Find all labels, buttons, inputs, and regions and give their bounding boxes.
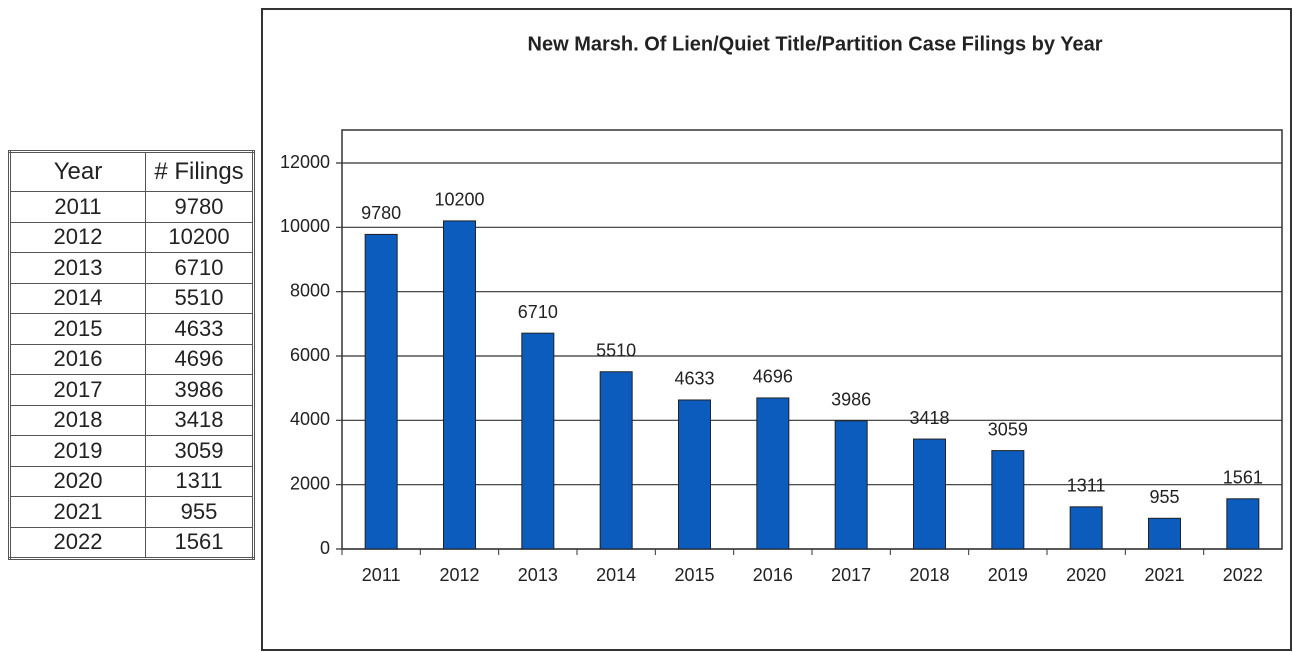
table-cell: 2021 — [9, 496, 146, 528]
data-label: 1311 — [1067, 476, 1106, 496]
x-tick-label: 2017 — [831, 565, 871, 585]
table-cell: 2014 — [9, 282, 146, 314]
table-row: 2015 4633 — [9, 313, 254, 345]
table-cell: 2017 — [9, 374, 146, 406]
bar — [599, 371, 633, 550]
x-tick-label: 2014 — [596, 565, 636, 585]
table-row: 2011 9780 — [9, 191, 254, 223]
data-label: 10200 — [434, 190, 484, 210]
x-tick-label: 2015 — [674, 565, 714, 585]
table-cell: 9780 — [145, 191, 254, 223]
table-cell: 2012 — [9, 221, 146, 253]
header-cell: # Filings — [145, 151, 254, 192]
table-header: Year # Filings — [9, 151, 254, 192]
x-tick-label: 2020 — [1066, 565, 1106, 585]
table-cell: 1561 — [145, 526, 254, 559]
table-cell: 2011 — [9, 191, 146, 223]
table-row: 2019 3059 — [9, 435, 254, 467]
bar — [521, 332, 555, 550]
data-label: 3059 — [988, 419, 1028, 439]
table-row: 2013 6710 — [9, 252, 254, 284]
bar — [913, 438, 946, 550]
x-tick-label: 2018 — [909, 565, 949, 585]
table-cell: 2015 — [9, 313, 146, 345]
bar — [678, 399, 711, 550]
header-cell: Year — [9, 151, 146, 192]
x-tick-label: 2019 — [988, 565, 1028, 585]
table-cell: 2016 — [9, 343, 146, 375]
y-tick-label: 2000 — [290, 473, 330, 493]
y-tick-label: 10000 — [280, 216, 330, 236]
data-label: 6710 — [518, 302, 558, 322]
table-cell: 6710 — [145, 252, 254, 284]
y-tick-label: 8000 — [290, 280, 330, 300]
bar — [364, 233, 398, 550]
bar — [1148, 517, 1181, 550]
y-tick-label: 4000 — [290, 409, 330, 429]
data-table: Year # Filings 2011 9780 2012 10200 2013 6710… — [8, 150, 255, 560]
data-label: 5510 — [596, 341, 636, 361]
data-label: 955 — [1149, 487, 1179, 507]
table-row: 2016 4696 — [9, 343, 254, 375]
bar — [991, 450, 1025, 550]
x-tick-label: 2012 — [439, 565, 479, 585]
x-tick-label: 2013 — [518, 565, 558, 585]
data-label: 3986 — [831, 390, 871, 410]
table-row: 2017 3986 — [9, 374, 254, 406]
y-tick-label: 0 — [320, 538, 330, 558]
table-cell: 1311 — [145, 465, 254, 497]
data-label: 1561 — [1223, 468, 1263, 488]
table-row: 2022 1561 — [9, 526, 254, 559]
bar — [443, 220, 476, 550]
chart-frame — [261, 8, 1292, 651]
bar — [1226, 498, 1260, 550]
y-tick-label: 6000 — [290, 345, 330, 365]
bar — [756, 397, 790, 550]
data-label: 4633 — [674, 369, 714, 389]
x-tick-label: 2021 — [1144, 565, 1184, 585]
chart-title: New Marsh. Of Lien/Quiet Title/Partition… — [528, 33, 1103, 55]
x-tick-label: 2011 — [362, 565, 401, 585]
bar — [834, 420, 868, 550]
y-tick-label: 12000 — [280, 152, 330, 172]
table-cell: 2013 — [9, 252, 146, 284]
data-label: 4696 — [753, 367, 793, 387]
table-row: 2020 1311 — [9, 465, 254, 497]
data-label: 9780 — [361, 203, 401, 223]
bar — [1069, 506, 1103, 550]
x-tick-label: 2022 — [1223, 565, 1263, 585]
table-cell: 3059 — [145, 435, 254, 467]
x-tick-label: 2016 — [753, 565, 793, 585]
data-label: 3418 — [909, 408, 949, 428]
